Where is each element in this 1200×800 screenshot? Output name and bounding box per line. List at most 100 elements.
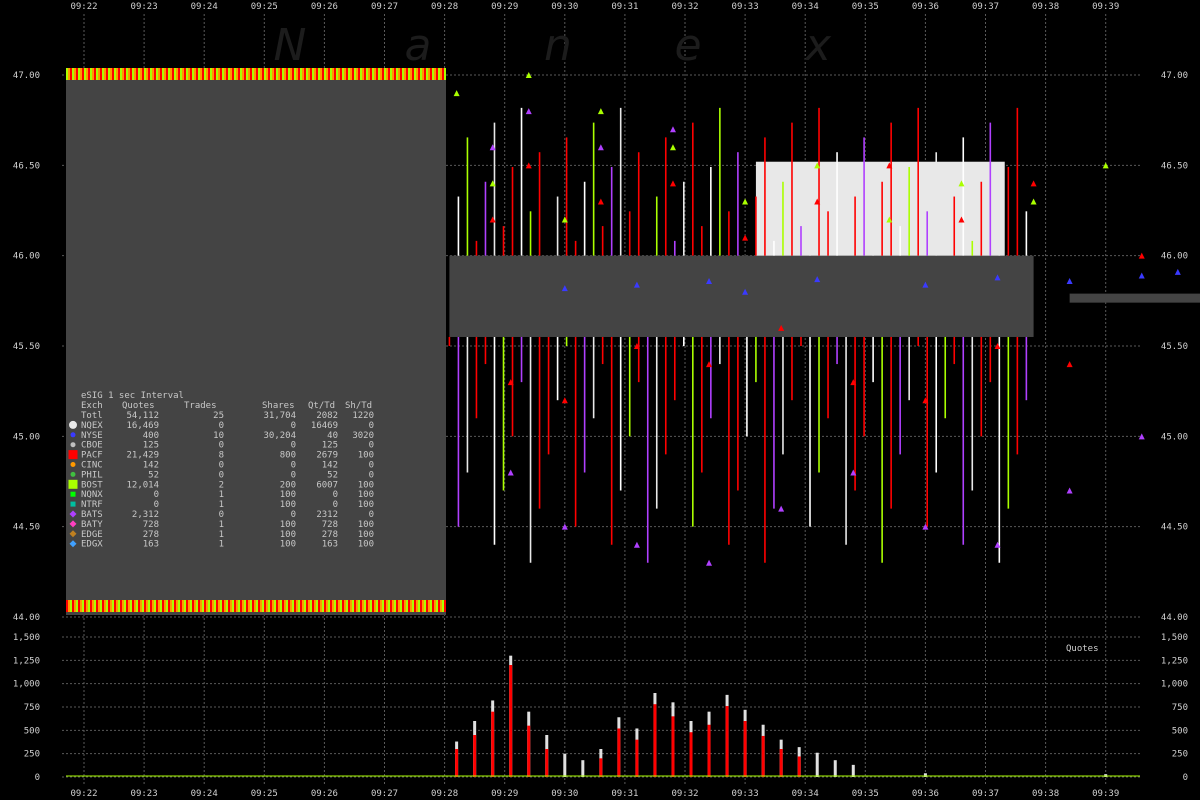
watermark-letter: x — [803, 20, 832, 71]
fringe-top — [362, 68, 364, 80]
fringe-bottom — [142, 600, 144, 612]
legend-value: 0 — [291, 510, 296, 520]
legend-exch: BATY — [81, 520, 103, 530]
y-tick-label-left: 45.50 — [13, 342, 40, 352]
price-point — [706, 559, 713, 566]
legend-value: 728 — [143, 520, 159, 530]
volume-tick-right: 750 — [1172, 703, 1188, 713]
fringe-top — [434, 68, 436, 80]
fringe-bottom — [112, 600, 114, 612]
price-point — [706, 277, 713, 284]
legend-value: 100 — [358, 530, 374, 540]
legend-value: 2679 — [316, 451, 338, 461]
volume-bar — [545, 749, 549, 777]
fringe-bottom — [126, 600, 128, 612]
price-point — [633, 343, 640, 349]
fringe-bottom — [218, 600, 220, 612]
x-tick-label-top: 09:23 — [131, 2, 158, 12]
fringe-bottom — [314, 600, 316, 612]
fringe-top — [356, 68, 358, 80]
fringe-top — [260, 68, 262, 80]
legend-value: 800 — [280, 451, 296, 461]
fringe-bottom — [358, 600, 360, 612]
fringe-bottom — [394, 600, 396, 612]
fringe-top — [214, 68, 216, 80]
legend-value: 100 — [280, 520, 296, 530]
fringe-top — [66, 68, 68, 80]
fringe-top — [396, 68, 398, 80]
fringe-bottom — [292, 600, 294, 612]
fringe-bottom — [322, 600, 324, 612]
fringe-top — [170, 68, 172, 80]
fringe-bottom — [352, 600, 354, 612]
price-point — [489, 216, 496, 223]
fringe-bottom — [280, 600, 282, 612]
legend-value: 1 — [219, 490, 224, 500]
fringe-top — [308, 68, 310, 80]
x-tick-label-bottom: 09:28 — [431, 789, 458, 799]
fringe-bottom — [396, 600, 398, 612]
fringe-bottom — [342, 600, 344, 612]
legend-column-header: Trades — [184, 401, 217, 411]
x-tick-label-bottom: 09:35 — [852, 789, 879, 799]
price-point — [669, 180, 676, 187]
legend-value: 100 — [280, 540, 296, 550]
y-tick-label-right: 47.00 — [1161, 71, 1188, 81]
fringe-bottom — [404, 600, 406, 612]
price-point — [633, 541, 640, 548]
fringe-top — [216, 68, 218, 80]
watermark-letter: a — [405, 20, 432, 71]
price-marks — [453, 72, 1181, 566]
price-point — [489, 180, 496, 187]
volume-tick-right: 500 — [1172, 726, 1188, 736]
fringe-top — [130, 68, 132, 80]
legend-marker — [69, 420, 77, 429]
fringe-bottom — [90, 600, 92, 612]
fringe-bottom — [202, 600, 204, 612]
fringe-bottom — [94, 600, 96, 612]
legend-value: 728 — [322, 520, 338, 530]
legend-value: 2 — [219, 480, 224, 490]
legend-value: 100 — [358, 490, 374, 500]
price-point — [742, 198, 749, 205]
fringe-bottom — [254, 600, 256, 612]
volume-bar — [779, 749, 783, 777]
price-point — [669, 126, 676, 133]
fringe-bottom — [382, 600, 384, 612]
fringe-bottom — [228, 600, 230, 612]
fringe-bottom — [166, 600, 168, 612]
fringe-top — [368, 68, 370, 80]
fringe-top — [102, 68, 104, 80]
fringe-bottom — [418, 600, 420, 612]
fringe-bottom — [260, 600, 262, 612]
fringe-top — [366, 68, 368, 80]
price-point — [507, 469, 514, 476]
legend-value: 0 — [291, 421, 296, 431]
fringe-bottom — [148, 600, 150, 612]
fringe-bottom — [200, 600, 202, 612]
price-point — [814, 162, 821, 169]
x-tick-label-bottom: 09:32 — [671, 789, 698, 799]
fringe-top — [438, 68, 440, 80]
price-point — [706, 361, 713, 368]
fringe-bottom — [328, 600, 330, 612]
fringe-top — [316, 68, 318, 80]
fringe-bottom — [72, 600, 74, 612]
fringe-bottom — [344, 600, 346, 612]
legend-exch: PHIL — [81, 470, 103, 480]
price-point — [561, 285, 568, 292]
fringe-top — [76, 68, 78, 80]
fringe-top — [104, 68, 106, 80]
fringe-bottom — [130, 600, 132, 612]
fringe-bottom — [76, 600, 78, 612]
fringe-top — [194, 68, 196, 80]
legend-marker — [69, 540, 77, 548]
fringe-bottom — [266, 600, 268, 612]
fringe-top — [198, 68, 200, 80]
fringe-bottom — [158, 600, 160, 612]
legend-column-header: Quotes — [122, 401, 155, 411]
fringe-bottom — [144, 600, 146, 612]
quote-burst-region — [448, 107, 1200, 563]
legend-exch: EDGX — [81, 540, 103, 550]
fringe-bottom — [122, 600, 124, 612]
